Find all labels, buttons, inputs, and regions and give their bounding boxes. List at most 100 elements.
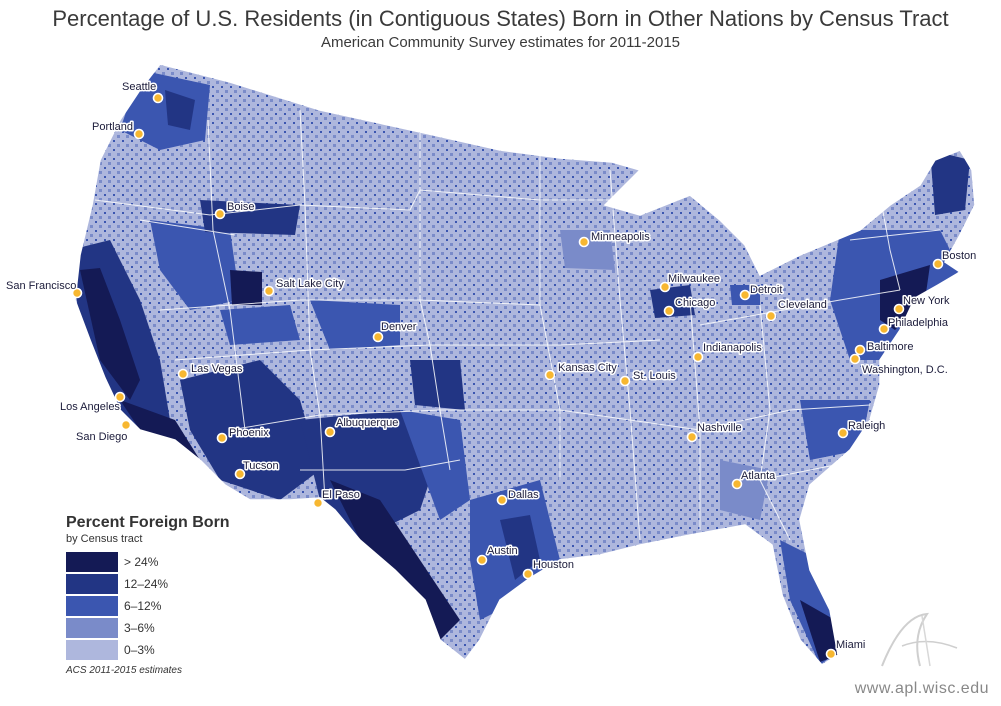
city-label: Houston <box>533 559 574 571</box>
city-dot <box>731 478 743 490</box>
legend-label: 12–24% <box>124 577 169 591</box>
legend-item: 3–6% <box>66 617 230 639</box>
city-dot <box>496 494 508 506</box>
city-label: Chicago <box>675 297 715 309</box>
city-marker: Washington, D.C. <box>849 353 949 378</box>
city-marker: Chicago <box>663 296 717 317</box>
city-label: Tucson <box>243 460 279 472</box>
credit-url[interactable]: www.apl.wisc.edu <box>854 680 989 697</box>
city-dot <box>324 426 336 438</box>
city-label: Nashville <box>697 422 742 434</box>
city-label: Raleigh <box>848 420 885 432</box>
city-markers: Seattle Portland Boise San Francisco Sal… <box>5 80 978 660</box>
city-dot <box>878 323 890 335</box>
city-marker: Albuquerque <box>324 416 400 438</box>
city-dot <box>692 351 704 363</box>
city-marker: El Paso <box>312 488 361 509</box>
city-marker: Raleigh <box>837 419 887 439</box>
city-dot <box>739 289 751 301</box>
state-borders <box>94 109 941 541</box>
legend-note: ACS 2011-2015 estimates <box>66 665 182 676</box>
apl-logo-icon <box>881 612 958 667</box>
legend-subtitle: by Census tract <box>66 533 143 545</box>
city-dot <box>932 258 944 270</box>
city-label: El Paso <box>322 489 360 501</box>
city-marker: Baltimore <box>854 340 915 356</box>
city-marker: Phoenix <box>216 426 271 444</box>
city-marker: Philadelphia <box>878 316 950 335</box>
city-dot <box>214 208 226 220</box>
city-marker: San Diego <box>75 419 132 445</box>
city-marker: Portland <box>91 120 145 140</box>
city-dot <box>263 285 275 297</box>
city-label: Salt Lake City <box>276 278 344 290</box>
city-dot <box>837 427 849 439</box>
city-marker: San Francisco <box>5 279 83 299</box>
legend-label: 6–12% <box>124 599 162 613</box>
legend-item: 0–3% <box>66 639 230 661</box>
city-label: Miami <box>836 639 865 651</box>
city-dot <box>234 468 246 480</box>
city-dot <box>619 375 631 387</box>
city-marker: Kansas City <box>544 361 619 381</box>
legend-title: Percent Foreign Born <box>66 514 230 531</box>
city-dot <box>372 331 384 343</box>
city-label: Dallas <box>508 489 539 501</box>
city-marker: New York <box>893 294 951 315</box>
city-marker: Atlanta <box>731 469 778 490</box>
legend-label: > 24% <box>124 555 159 569</box>
legend-swatch <box>66 640 118 660</box>
city-label: Kansas City <box>558 362 617 374</box>
city-dot <box>71 287 83 299</box>
legend-item: > 24% <box>66 551 230 573</box>
city-dot <box>663 305 675 317</box>
city-dot <box>133 128 145 140</box>
city-label: St. Louis <box>633 370 676 382</box>
city-label: Portland <box>92 121 133 133</box>
city-label: Washington, D.C. <box>862 364 948 376</box>
city-marker: Minneapolis <box>578 230 652 248</box>
city-marker: Miami <box>825 638 867 660</box>
city-marker: Cleveland <box>765 298 828 322</box>
city-marker: Houston <box>522 558 575 580</box>
city-label: Austin <box>487 545 518 557</box>
city-label: Boise <box>227 201 255 213</box>
city-label: Boston <box>942 250 976 262</box>
city-label: Baltimore <box>867 341 913 353</box>
legend-label: 0–3% <box>124 643 155 657</box>
city-marker: Boston <box>932 249 978 270</box>
city-label: Denver <box>381 321 417 333</box>
legend-swatch <box>66 552 118 572</box>
legend-item: 6–12% <box>66 595 230 617</box>
city-dot <box>114 391 126 403</box>
city-label: San Diego <box>76 431 127 443</box>
city-label: San Francisco <box>6 280 76 292</box>
map-subtitle: American Community Survey estimates for … <box>320 34 681 51</box>
city-dot <box>765 310 777 322</box>
city-marker: Milwaukee <box>659 272 721 293</box>
city-label: New York <box>903 295 950 307</box>
city-marker: Denver <box>372 320 418 343</box>
city-label: Indianapolis <box>703 342 762 354</box>
city-label: Las Vegas <box>191 363 243 375</box>
city-dot <box>893 303 905 315</box>
city-label: Los Angeles <box>60 401 120 413</box>
city-marker: Tucson <box>234 459 280 480</box>
city-label: Cleveland <box>778 299 827 311</box>
city-marker: Los Angeles <box>59 391 126 415</box>
city-marker: Las Vegas <box>177 362 244 380</box>
legend-label: 3–6% <box>124 621 155 635</box>
map-title: Percentage of U.S. Residents (in Contigu… <box>52 6 949 31</box>
map-legend: Percent Foreign Born by Census tract > 2… <box>66 514 230 676</box>
city-dot <box>312 497 324 509</box>
city-label: Albuquerque <box>336 417 398 429</box>
city-dot <box>152 92 164 104</box>
city-marker: Dallas <box>496 488 541 506</box>
legend-swatch <box>66 596 118 616</box>
city-label: Detroit <box>750 284 782 296</box>
city-marker: Indianapolis <box>692 341 764 363</box>
city-label: Atlanta <box>741 470 776 482</box>
city-marker: St. Louis <box>619 369 678 387</box>
city-dot <box>544 369 556 381</box>
